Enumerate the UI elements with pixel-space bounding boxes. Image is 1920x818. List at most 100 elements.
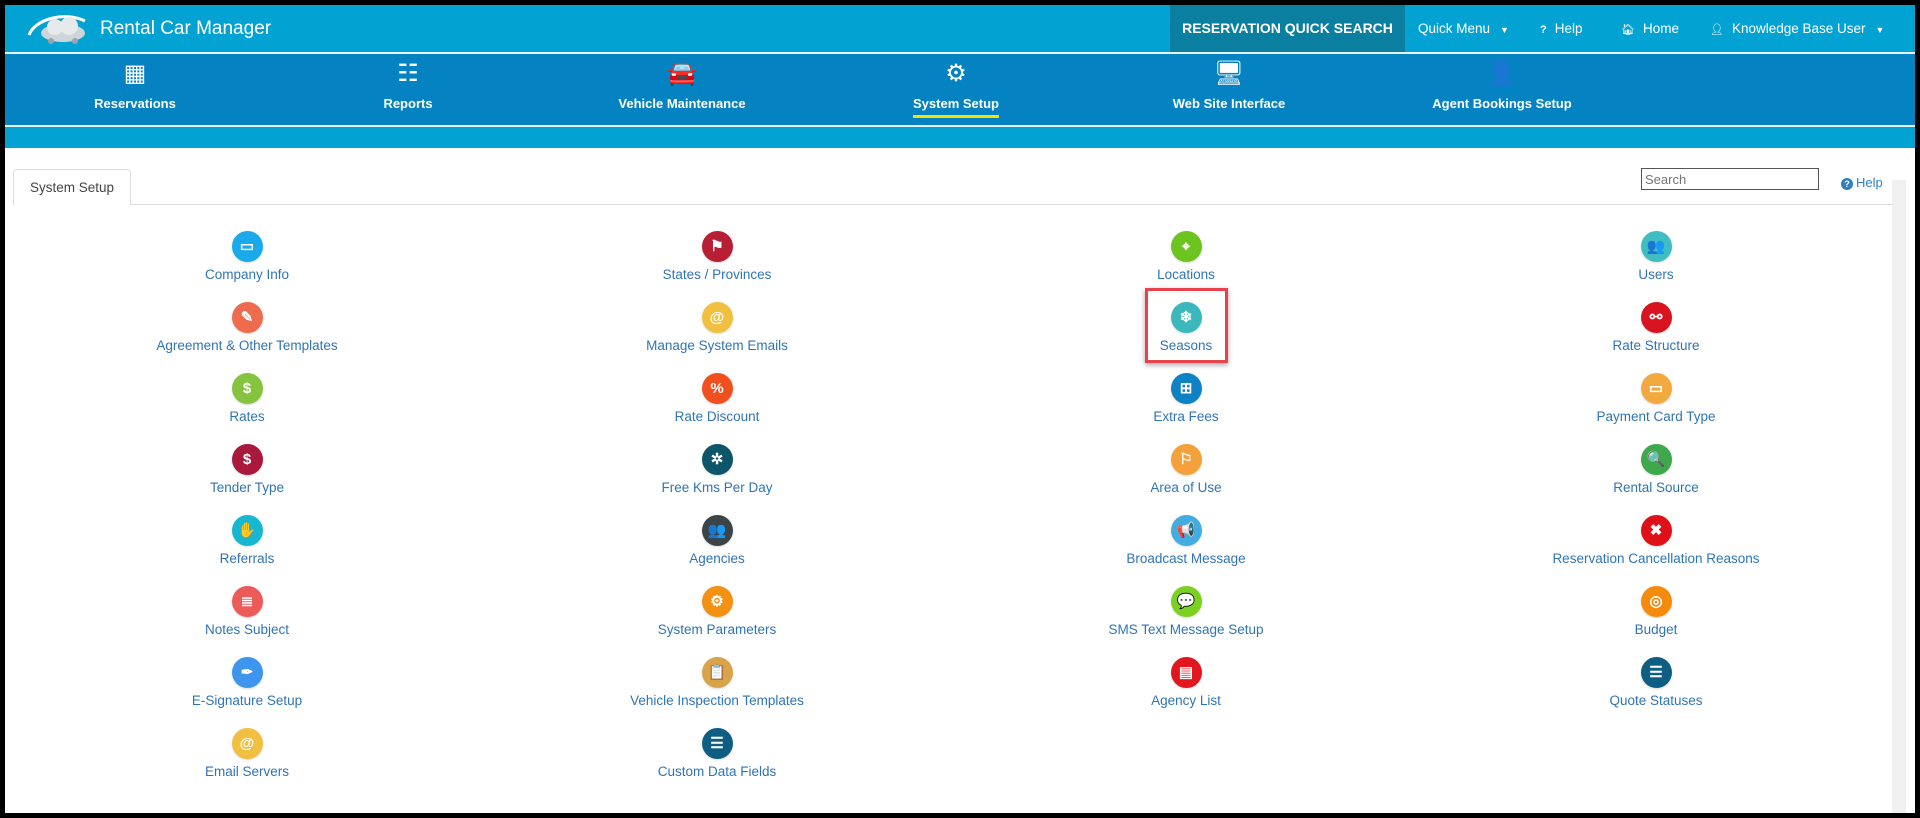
list-icon: ☰ [1640, 657, 1672, 688]
setup-item-email-servers[interactable]: @ Email Servers [97, 728, 397, 779]
reservation-quick-search-button[interactable]: RESERVATION QUICK SEARCH [1170, 5, 1405, 52]
setup-item-agencies[interactable]: 👥 Agencies [567, 515, 867, 566]
setup-item-rate-structure[interactable]: ⚯ Rate Structure [1506, 302, 1806, 353]
nav-reports[interactable]: ☷ Reports [298, 58, 518, 124]
setup-item-free-kms-per-day[interactable]: ✲ Free Kms Per Day [567, 444, 867, 495]
top-bar: Rental Car Manager RESERVATION QUICK SEA… [5, 5, 1915, 52]
nav-label: Reports [383, 96, 433, 111]
setup-item-locations[interactable]: ⌖ Locations [1036, 231, 1336, 282]
setup-item-label: Budget [1634, 622, 1678, 637]
setup-item-label: Broadcast Message [1126, 551, 1246, 566]
setup-item-label: Seasons [1159, 338, 1213, 353]
setup-item-manage-system-emails[interactable]: @ Manage System Emails [567, 302, 867, 353]
search-input[interactable] [1641, 168, 1819, 190]
setup-item-label: Free Kms Per Day [661, 480, 773, 495]
logo-icon [27, 15, 86, 44]
home-link[interactable]: 🏠︎ Home [1621, 5, 1679, 52]
setup-item-sms-text-message-setup[interactable]: 💬 SMS Text Message Setup [1036, 586, 1336, 637]
help-top-label: Help [1554, 21, 1583, 36]
setup-item-notes-subject[interactable]: ≣ Notes Subject [97, 586, 397, 637]
setup-item-label: Locations [1157, 267, 1215, 282]
setup-item-label: Agreement & Other Templates [156, 338, 338, 353]
nav-vehicle-maintenance[interactable]: 🚘 Vehicle Maintenance [572, 58, 792, 124]
user-icon: 👤︎ [1710, 24, 1724, 36]
home-label: Home [1642, 21, 1679, 36]
rates-icon: $ [231, 373, 263, 404]
magnifier-icon: 🔍 [1640, 444, 1672, 475]
setup-item-agency-list[interactable]: ▤ Agency List [1036, 657, 1336, 708]
setup-item-vehicle-inspection-templates[interactable]: 📋 Vehicle Inspection Templates [567, 657, 867, 708]
setup-item-company-info[interactable]: ▭ Company Info [97, 231, 397, 282]
question-icon: ? [1540, 24, 1547, 36]
nav-label: Vehicle Maintenance [618, 96, 746, 111]
setup-item-referrals[interactable]: ✋ Referrals [97, 515, 397, 566]
list-icon: ☰ [701, 728, 733, 759]
setup-item-rate-discount[interactable]: % Rate Discount [567, 373, 867, 424]
help-link[interactable]: ? Help [1841, 175, 1883, 190]
nav-web-site-interface[interactable]: 🖥 Web Site Interface [1119, 58, 1339, 124]
gear-icon: ⚙ [945, 60, 967, 87]
signpost-icon: ⚐ [1170, 444, 1202, 475]
nav-reservations[interactable]: ▦ Reservations [25, 58, 245, 124]
scrollbar[interactable] [1892, 180, 1906, 813]
flag-icon: ⚑ [701, 231, 733, 262]
nav-label: Agent Bookings Setup [1432, 96, 1572, 111]
setup-item-label: States / Provinces [662, 267, 772, 282]
nav-label: Web Site Interface [1172, 96, 1286, 111]
setup-item-label: Agency List [1151, 693, 1221, 708]
main-nav: ▦ Reservations ☷ Reports 🚘 Vehicle Maintenanc… [5, 52, 1915, 127]
sms-icon: 💬 [1170, 586, 1202, 617]
setup-item-rental-source[interactable]: 🔍 Rental Source [1506, 444, 1806, 495]
setup-item-budget[interactable]: ◎ Budget [1506, 586, 1806, 637]
setup-grid: ▭ Company Info ✎ Agreement & Other Template… [5, 5, 1915, 813]
calculator-icon: ⊞ [1170, 373, 1202, 404]
document-list-icon: ▤ [1170, 657, 1202, 688]
setup-item-custom-data-fields[interactable]: ☰ Custom Data Fields [567, 728, 867, 779]
user-menu-dropdown[interactable]: 👤︎ Knowledge Base User ▼ [1710, 5, 1884, 52]
quick-menu-dropdown[interactable]: Quick Menu ▼ [1418, 5, 1509, 52]
quick-menu-label: Quick Menu [1418, 21, 1491, 36]
setup-item-broadcast-message[interactable]: 📢 Broadcast Message [1036, 515, 1336, 566]
nav-label: Reservations [94, 96, 176, 111]
map-pin-icon: ⌖ [1170, 231, 1202, 262]
home-icon: 🏠︎ [1621, 24, 1635, 36]
setup-item-payment-card-type[interactable]: ▭ Payment Card Type [1506, 373, 1806, 424]
setup-item-e-signature-setup[interactable]: ✒ E-Signature Setup [97, 657, 397, 708]
setup-item-quote-statuses[interactable]: ☰ Quote Statuses [1506, 657, 1806, 708]
setup-item-system-parameters[interactable]: ⚙ System Parameters [567, 586, 867, 637]
setup-item-users[interactable]: 👥 Users [1506, 231, 1806, 282]
help-circle-icon: ? [1841, 178, 1853, 190]
setup-item-label: Rate Structure [1612, 338, 1700, 353]
setup-item-agreement-other-templates[interactable]: ✎ Agreement & Other Templates [97, 302, 397, 353]
setup-item-seasons[interactable]: ❄ Seasons [1036, 302, 1336, 353]
nav-agent-bookings-setup[interactable]: 👤 Agent Bookings Setup [1392, 58, 1612, 124]
setup-item-label: Manage System Emails [646, 338, 788, 353]
app-title: Rental Car Manager [100, 18, 272, 39]
target-icon: ◎ [1640, 586, 1672, 617]
nav-strip [5, 127, 1915, 148]
setup-item-states-provinces[interactable]: ⚑ States / Provinces [567, 231, 867, 282]
setup-item-label: Vehicle Inspection Templates [630, 693, 804, 708]
setup-item-label: Rental Source [1613, 480, 1699, 495]
calendar-icon: ▦ [123, 60, 147, 87]
setup-item-tender-type[interactable]: $ Tender Type [97, 444, 397, 495]
setup-item-reservation-cancellation-reasons[interactable]: ✖ Reservation Cancellation Reasons [1506, 515, 1806, 566]
signature-icon: ✒ [231, 657, 263, 688]
car-icon: 🚘 [667, 60, 697, 87]
agent-icon: 👤 [1487, 60, 1517, 87]
setup-item-area-of-use[interactable]: ⚐ Area of Use [1036, 444, 1336, 495]
credit-card-icon: ▭ [1640, 373, 1672, 404]
nav-system-setup[interactable]: ⚙ System Setup [846, 58, 1066, 124]
help-top-link[interactable]: ? Help [1540, 5, 1583, 52]
snowflake-icon: ❄ [1170, 302, 1202, 333]
people-icon: 👥 [701, 515, 733, 546]
setup-item-label: Quote Statuses [1609, 693, 1703, 708]
setup-item-label: Rate Discount [674, 409, 760, 424]
setup-item-rates[interactable]: $ Rates [97, 373, 397, 424]
setup-item-label: Custom Data Fields [657, 764, 777, 779]
tab-system-setup[interactable]: System Setup [13, 169, 131, 206]
caret-down-icon: ▼ [1500, 25, 1509, 35]
referral-icon: ✋ [231, 515, 263, 546]
setup-item-label: Referrals [219, 551, 275, 566]
setup-item-extra-fees[interactable]: ⊞ Extra Fees [1036, 373, 1336, 424]
